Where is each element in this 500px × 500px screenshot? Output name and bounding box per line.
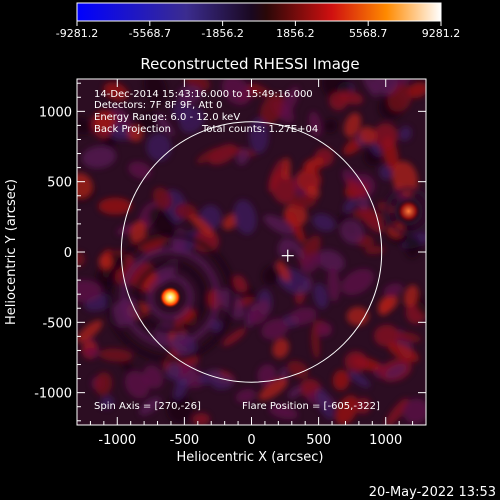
y-tick-label: -500 (42, 316, 72, 331)
chart-title: Reconstructed RHESSI Image (140, 55, 359, 73)
y-tick-label: 1000 (39, 105, 72, 120)
colorbar-tick-label: -1856.2 (201, 27, 243, 40)
annotation-detectors: Detectors: 7F 8F 9F, Att 0 (94, 100, 222, 111)
y-axis-label: Heliocentric Y (arcsec) (4, 179, 19, 325)
annotation-spin-axis: Spin Axis = [270,-26] (94, 401, 201, 412)
x-tick-label: 0 (247, 433, 255, 448)
annotation-time-range: 14-Dec-2014 15:43:16.000 to 15:49:16.000 (94, 89, 313, 100)
annotation-method: Back Projection (94, 124, 171, 135)
axis-ticks: -1000 -500 0 500 1000 -1000 -500 0 500 1000 (34, 79, 426, 448)
colorbar-ticks: -9281.2 -5568.7 -1856.2 1856.2 5568.7 9281.2 (56, 21, 460, 40)
y-tick-label: -1000 (34, 387, 72, 402)
annotation-flare-position: Flare Position = [-605,-322] (242, 401, 380, 412)
spin-axis-marker (281, 249, 294, 262)
x-axis-label: Heliocentric X (arcsec) (177, 450, 324, 465)
colorbar (76, 2, 442, 22)
annotation-energy-range: Energy Range: 6.0 - 12.0 keV (94, 112, 240, 123)
x-tick-label: -500 (170, 433, 200, 448)
flare-source (159, 286, 182, 309)
plot-area (77, 79, 426, 425)
y-tick-label: 500 (47, 176, 72, 191)
colorbar-tick-label: 1856.2 (276, 27, 315, 40)
y-tick-label: 0 (64, 246, 72, 261)
solar-limb-circle (120, 121, 383, 383)
colorbar-tick-label: -5568.7 (129, 27, 171, 40)
image-texture (77, 79, 426, 425)
colorbar-tick-label: 9281.2 (422, 27, 461, 40)
colorbar-tick-label: 5568.7 (349, 27, 388, 40)
footer-date: 20-May-2022 13:53 (369, 485, 496, 500)
secondary-source (396, 199, 421, 224)
x-tick-label: 1000 (369, 433, 402, 448)
x-tick-label: 500 (306, 433, 331, 448)
annotation-total-counts: Total counts: 1.27E+04 (201, 124, 318, 135)
colorbar-tick-label: -9281.2 (56, 27, 98, 40)
x-tick-label: -1000 (98, 433, 136, 448)
